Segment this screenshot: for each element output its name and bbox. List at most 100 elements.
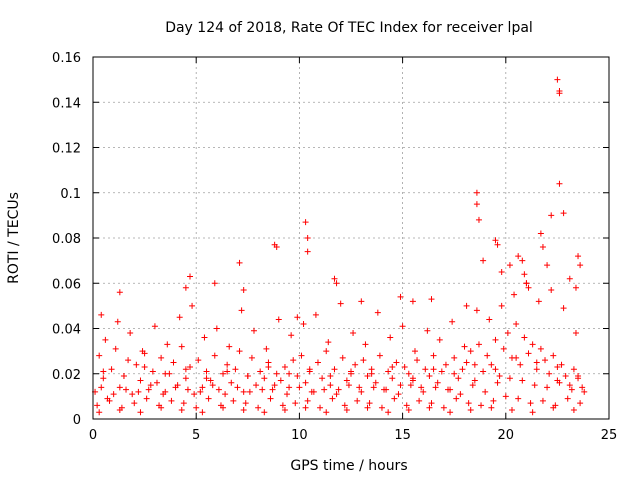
data-point bbox=[302, 379, 309, 386]
data-point bbox=[457, 391, 464, 398]
data-point bbox=[205, 395, 212, 402]
y-tick-label: 0.04 bbox=[52, 323, 81, 338]
data-point bbox=[475, 341, 482, 348]
data-point bbox=[577, 262, 584, 269]
data-point bbox=[556, 90, 563, 97]
data-point bbox=[199, 384, 206, 391]
data-point bbox=[560, 305, 567, 312]
data-point bbox=[548, 212, 555, 219]
data-point bbox=[261, 375, 268, 382]
data-point bbox=[356, 384, 363, 391]
data-point bbox=[539, 244, 546, 251]
data-point bbox=[548, 287, 555, 294]
data-point bbox=[191, 391, 198, 398]
data-point bbox=[352, 361, 359, 368]
data-point bbox=[575, 253, 582, 260]
data-point bbox=[521, 271, 528, 278]
data-point bbox=[286, 370, 293, 377]
data-point bbox=[290, 357, 297, 364]
x-tick-label: 0 bbox=[89, 428, 97, 443]
data-point bbox=[207, 377, 214, 384]
data-point bbox=[467, 406, 474, 413]
data-point bbox=[498, 268, 505, 275]
data-point bbox=[508, 406, 515, 413]
data-point bbox=[525, 284, 532, 291]
y-tick-label: 0.08 bbox=[52, 232, 81, 247]
data-point bbox=[420, 388, 427, 395]
data-point bbox=[519, 377, 526, 384]
data-point bbox=[492, 336, 499, 343]
data-point bbox=[125, 357, 132, 364]
data-point bbox=[564, 395, 571, 402]
x-tick-label: 25 bbox=[601, 428, 618, 443]
data-point bbox=[100, 368, 107, 375]
data-point bbox=[224, 361, 231, 368]
data-point bbox=[182, 284, 189, 291]
data-point bbox=[500, 345, 507, 352]
data-point bbox=[147, 382, 154, 389]
data-point bbox=[178, 343, 185, 350]
data-point bbox=[581, 388, 588, 395]
data-point bbox=[370, 384, 377, 391]
data-point bbox=[199, 409, 206, 416]
data-point bbox=[473, 307, 480, 314]
data-point bbox=[304, 235, 311, 241]
data-point bbox=[257, 368, 264, 375]
data-point bbox=[354, 397, 361, 404]
data-point bbox=[502, 393, 509, 400]
data-point bbox=[308, 388, 315, 395]
data-point bbox=[234, 384, 241, 391]
data-point bbox=[440, 404, 447, 411]
x-tick-labels: 0 5 10 15 20 25 bbox=[89, 428, 617, 443]
data-point bbox=[432, 384, 439, 391]
x-tick-label: 10 bbox=[291, 428, 308, 443]
data-point bbox=[141, 363, 148, 370]
data-point bbox=[172, 384, 179, 391]
data-point bbox=[269, 386, 276, 393]
data-point bbox=[570, 406, 577, 413]
data-point bbox=[248, 354, 255, 361]
data-point bbox=[430, 366, 437, 373]
data-point bbox=[494, 241, 501, 248]
data-point bbox=[372, 379, 379, 386]
data-point bbox=[240, 406, 247, 413]
data-point bbox=[579, 384, 586, 391]
data-point bbox=[513, 354, 520, 361]
data-point bbox=[228, 379, 235, 386]
data-point bbox=[570, 366, 577, 373]
chart-title: Day 124 of 2018, Rate Of TEC Index for r… bbox=[165, 20, 533, 36]
data-point bbox=[395, 391, 402, 398]
data-point bbox=[430, 352, 437, 359]
data-point bbox=[265, 363, 272, 370]
data-point bbox=[366, 400, 373, 407]
data-point bbox=[102, 336, 109, 343]
data-point bbox=[537, 230, 544, 237]
data-point bbox=[333, 280, 340, 287]
data-point bbox=[544, 384, 551, 391]
data-point bbox=[560, 210, 567, 217]
data-point bbox=[246, 388, 253, 395]
data-point bbox=[544, 262, 551, 269]
data-point bbox=[195, 357, 202, 364]
data-point bbox=[296, 384, 303, 391]
data-point bbox=[96, 352, 103, 359]
data-point bbox=[120, 373, 127, 380]
data-point bbox=[424, 327, 431, 334]
data-point bbox=[279, 402, 286, 409]
data-point bbox=[403, 402, 410, 409]
data-point bbox=[345, 382, 352, 389]
data-point bbox=[182, 375, 189, 382]
data-point bbox=[533, 366, 540, 373]
data-point bbox=[226, 343, 233, 350]
data-point bbox=[459, 366, 466, 373]
data-point bbox=[100, 375, 107, 382]
data-point bbox=[314, 359, 321, 366]
data-point bbox=[572, 330, 579, 337]
data-point bbox=[164, 341, 171, 348]
data-point bbox=[187, 273, 194, 280]
data-point bbox=[480, 257, 487, 264]
y-tick-label: 0.06 bbox=[52, 277, 81, 292]
data-point bbox=[461, 343, 468, 350]
data-point bbox=[238, 307, 245, 314]
data-point bbox=[399, 323, 406, 330]
